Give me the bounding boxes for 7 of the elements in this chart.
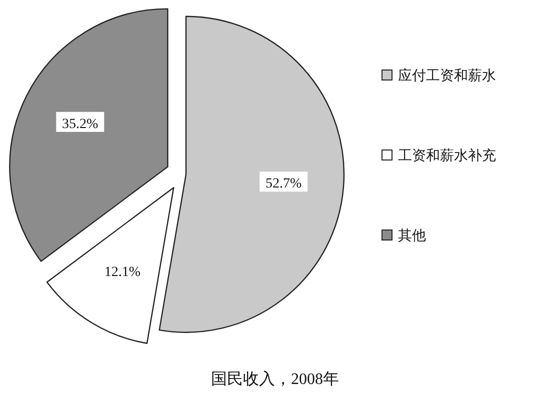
text: 国民收入，2008年: [211, 370, 339, 388]
legend-label: 其他: [398, 228, 426, 244]
data-label: 35.2%: [62, 116, 99, 132]
legend-label: 应付工资和薪水: [398, 68, 496, 84]
legend-label: 工资和薪水补充: [398, 148, 496, 164]
data-label: 52.7%: [266, 176, 302, 192]
data-label: 12.1%: [104, 265, 141, 280]
